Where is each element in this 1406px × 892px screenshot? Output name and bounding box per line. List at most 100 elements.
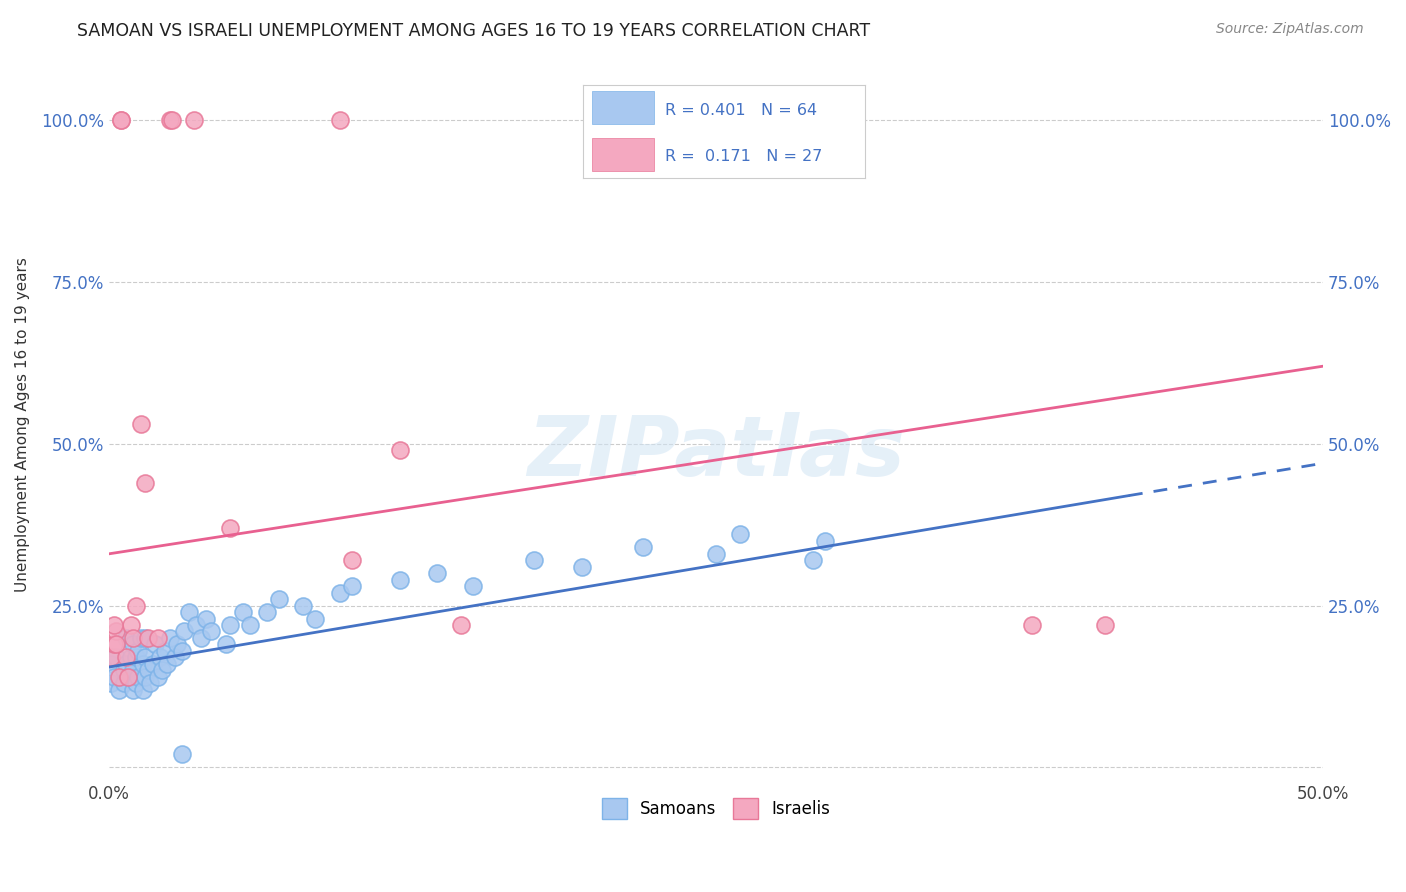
Point — [134, 475, 156, 490]
Point — [110, 113, 132, 128]
Point — [1021, 618, 1043, 632]
Point — [292, 599, 315, 613]
Point — [523, 553, 546, 567]
Point — [105, 624, 128, 639]
Point — [120, 650, 142, 665]
Point — [153, 644, 176, 658]
Point — [103, 670, 125, 684]
Point — [631, 541, 654, 555]
Point — [159, 631, 181, 645]
Point — [160, 113, 183, 128]
Legend: Samoans, Israelis: Samoans, Israelis — [595, 792, 837, 825]
Point — [463, 579, 485, 593]
Point — [239, 618, 262, 632]
Point — [112, 676, 135, 690]
Point — [166, 637, 188, 651]
Point — [132, 657, 155, 671]
Point — [149, 650, 172, 665]
Point — [139, 676, 162, 690]
Point — [107, 670, 129, 684]
Point — [134, 670, 156, 684]
Point — [117, 670, 139, 684]
Point — [340, 579, 363, 593]
Point — [125, 676, 148, 690]
Point — [156, 657, 179, 671]
Point — [329, 585, 352, 599]
Text: ZIPatlas: ZIPatlas — [527, 412, 905, 493]
Point — [100, 676, 122, 690]
Point — [115, 631, 138, 645]
Point — [110, 113, 132, 128]
Point — [142, 657, 165, 671]
Point — [186, 618, 208, 632]
Point — [159, 113, 181, 128]
Point — [100, 657, 122, 671]
Point — [120, 670, 142, 684]
Point — [122, 682, 145, 697]
Point — [107, 682, 129, 697]
Point — [136, 631, 159, 645]
Point — [136, 663, 159, 677]
Point — [103, 618, 125, 632]
Point — [814, 533, 837, 548]
Point — [152, 663, 174, 677]
Point — [183, 113, 205, 128]
Point — [704, 547, 727, 561]
Point — [122, 637, 145, 651]
Point — [389, 573, 412, 587]
Point — [219, 521, 242, 535]
Point — [170, 644, 193, 658]
Point — [450, 618, 472, 632]
Point — [329, 113, 352, 128]
Point — [112, 663, 135, 677]
Point — [170, 747, 193, 762]
Point — [340, 553, 363, 567]
Point — [200, 624, 222, 639]
Point — [304, 611, 326, 625]
Point — [132, 682, 155, 697]
Point — [122, 663, 145, 677]
Point — [173, 624, 195, 639]
Point — [129, 417, 152, 432]
Point — [134, 650, 156, 665]
Point — [256, 605, 278, 619]
Point — [195, 611, 218, 625]
Point — [125, 650, 148, 665]
Point — [146, 670, 169, 684]
Point — [730, 527, 752, 541]
Point — [129, 631, 152, 645]
Point — [426, 566, 449, 581]
Point — [571, 559, 593, 574]
Point — [120, 618, 142, 632]
Point — [143, 637, 166, 651]
Point — [125, 599, 148, 613]
Point — [146, 631, 169, 645]
Point — [105, 637, 128, 651]
Bar — [592, 138, 654, 171]
Text: R =  0.171   N = 27: R = 0.171 N = 27 — [665, 149, 823, 164]
Text: SAMOAN VS ISRAELI UNEMPLOYMENT AMONG AGES 16 TO 19 YEARS CORRELATION CHART: SAMOAN VS ISRAELI UNEMPLOYMENT AMONG AGE… — [77, 22, 870, 40]
Point — [127, 670, 149, 684]
Point — [389, 443, 412, 458]
Point — [1094, 618, 1116, 632]
Bar — [592, 91, 654, 124]
Point — [103, 637, 125, 651]
Point — [115, 650, 138, 665]
Point — [219, 618, 242, 632]
Point — [100, 650, 122, 665]
Point — [163, 650, 186, 665]
Point — [122, 631, 145, 645]
Point — [115, 657, 138, 671]
Point — [134, 631, 156, 645]
Text: Source: ZipAtlas.com: Source: ZipAtlas.com — [1216, 22, 1364, 37]
Point — [127, 644, 149, 658]
Point — [105, 650, 128, 665]
Text: R = 0.401   N = 64: R = 0.401 N = 64 — [665, 103, 817, 118]
Point — [190, 631, 212, 645]
Point — [267, 592, 290, 607]
Y-axis label: Unemployment Among Ages 16 to 19 years: Unemployment Among Ages 16 to 19 years — [15, 257, 30, 592]
Point — [231, 605, 253, 619]
Point — [801, 553, 824, 567]
Point — [214, 637, 236, 651]
Point — [179, 605, 201, 619]
